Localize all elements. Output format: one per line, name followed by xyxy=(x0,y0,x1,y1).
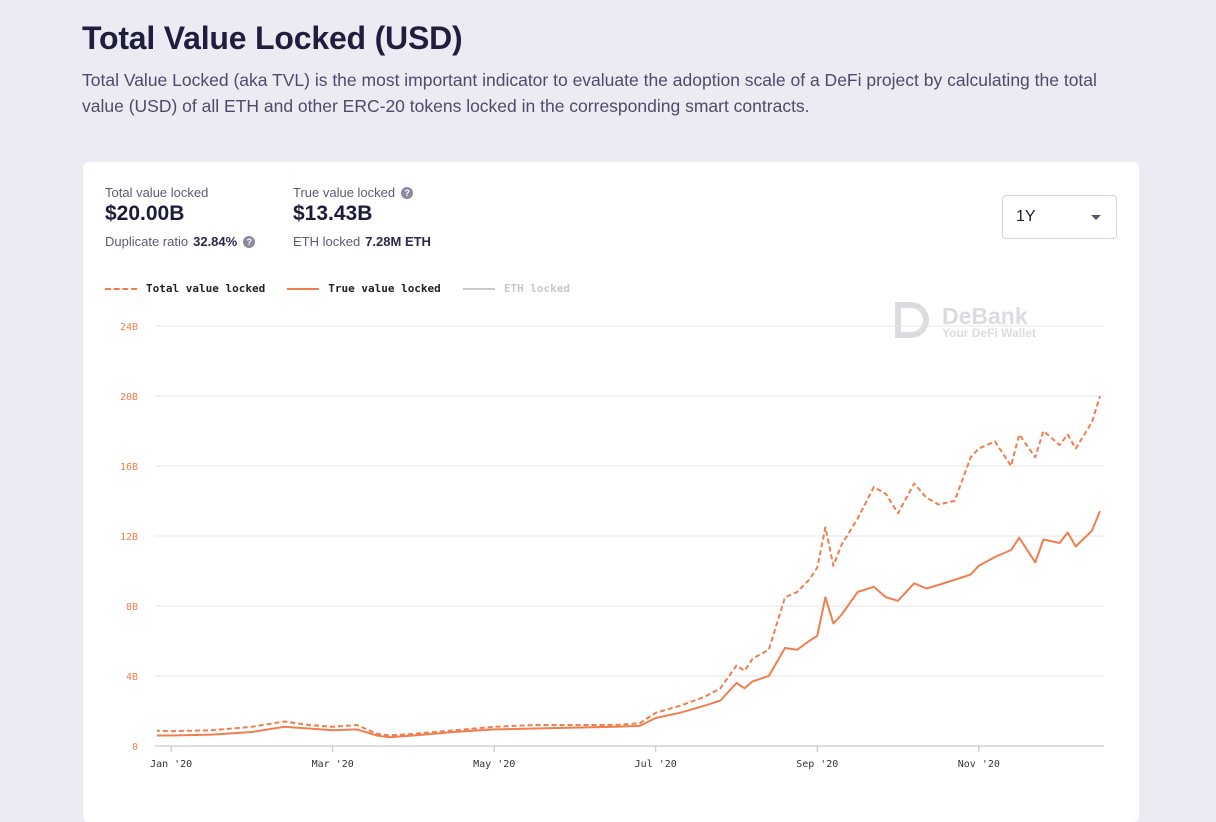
true-value-locked-value: $13.43B xyxy=(293,202,373,225)
solid-line-swatch xyxy=(287,287,320,290)
tvl-chart-card: Total value locked $20.00B Duplicate rat… xyxy=(83,162,1139,822)
true-value-locked-label: True value locked xyxy=(293,185,396,200)
y-tick-label: 24B xyxy=(120,322,138,333)
watermark-tagline: Your DeFi Wallet xyxy=(942,326,1036,340)
help-icon[interactable]: ? xyxy=(243,236,256,248)
true-value-locked-header: True value locked? xyxy=(293,185,414,200)
dashed-line-swatch xyxy=(105,287,137,290)
true-value-locked-line xyxy=(157,510,1101,739)
page-title: Total Value Locked (USD) xyxy=(82,20,463,56)
y-tick-label: 20B xyxy=(120,392,138,403)
time-range-select[interactable]: 1Y xyxy=(1002,195,1117,239)
eth-locked-label: ETH locked xyxy=(293,234,361,249)
legend-label: Total value locked xyxy=(146,282,266,295)
x-tick-label: Nov '20 xyxy=(958,759,1000,770)
total-value-locked-value: $20.00B xyxy=(105,202,185,225)
y-tick-label: 4B xyxy=(126,672,138,683)
x-tick-label: Sep '20 xyxy=(796,759,838,770)
eth-locked-value: 7.28M ETH xyxy=(365,234,431,249)
watermark-name: DeBank xyxy=(942,303,1028,329)
legend-item-total-value-locked[interactable]: Total value locked xyxy=(105,282,265,295)
legend-label: True value locked xyxy=(328,282,441,295)
solid-line-swatch xyxy=(462,287,495,290)
duplicate-ratio-value: 32.84% xyxy=(193,234,238,249)
time-range-value: 1Y xyxy=(1016,208,1036,225)
duplicate-ratio-row: Duplicate ratio 32.84%? xyxy=(105,234,256,249)
duplicate-ratio-label: Duplicate ratio xyxy=(105,234,189,249)
legend-label: ETH locked xyxy=(503,282,571,295)
y-tick-label: 8B xyxy=(126,602,138,613)
y-tick-label: 16B xyxy=(120,462,138,473)
debank-logo-icon xyxy=(895,302,929,338)
y-tick-label: 12B xyxy=(120,532,138,543)
legend-item-true-value-locked[interactable]: True value locked xyxy=(287,282,441,295)
tvl-line-chart: DeBank Your DeFi Wallet 0 4B 8B 12B 16B 20B 24… xyxy=(120,302,1104,770)
x-tick-label: Jul '20 xyxy=(635,759,677,770)
eth-locked-row: ETH locked 7.28M ETH xyxy=(293,234,431,249)
x-tick-label: May '20 xyxy=(473,759,515,770)
total-value-locked-label: Total value locked xyxy=(105,185,209,200)
total-value-locked-line xyxy=(157,395,1101,737)
help-icon[interactable]: ? xyxy=(401,187,414,199)
chevron-down-icon xyxy=(1091,215,1101,220)
page-description: Total Value Locked (aka TVL) is the most… xyxy=(82,70,1097,116)
x-tick-label: Jan '20 xyxy=(150,759,192,770)
y-tick-label: 0 xyxy=(132,742,138,753)
legend-item-eth-locked[interactable]: ETH locked xyxy=(462,282,571,295)
debank-watermark: DeBank Your DeFi Wallet xyxy=(895,302,1036,340)
x-tick-label: Mar '20 xyxy=(312,759,354,770)
chart-legend: Total value locked True value locked ETH… xyxy=(105,282,592,295)
